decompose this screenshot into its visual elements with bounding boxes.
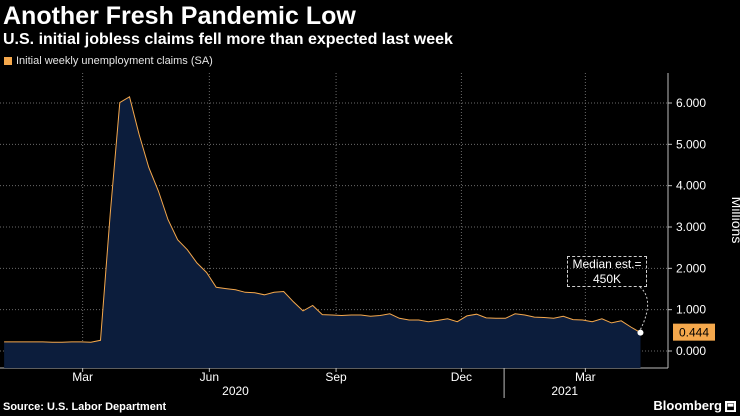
data-point bbox=[254, 292, 255, 293]
data-point bbox=[206, 272, 207, 273]
data-point bbox=[42, 341, 43, 342]
data-point bbox=[572, 319, 573, 320]
data-point bbox=[611, 322, 612, 323]
data-point bbox=[187, 249, 188, 250]
legend-swatch bbox=[4, 57, 12, 65]
data-point bbox=[582, 319, 583, 320]
x-tick-label: Sep bbox=[325, 370, 347, 384]
data-point bbox=[264, 294, 265, 295]
data-point bbox=[61, 342, 62, 343]
median-estimate-value: 450K bbox=[592, 272, 622, 286]
chart-title: Another Fresh Pandemic Low bbox=[3, 2, 356, 30]
year-label: 2020 bbox=[222, 384, 249, 398]
last-value-label: 0.444 bbox=[679, 326, 709, 340]
last-value-dot bbox=[637, 329, 644, 336]
data-point bbox=[351, 314, 352, 315]
data-point bbox=[630, 326, 631, 327]
series-line bbox=[4, 96, 641, 343]
data-point bbox=[177, 239, 178, 240]
data-point bbox=[466, 315, 467, 316]
data-point bbox=[81, 341, 82, 342]
data-point bbox=[553, 318, 554, 319]
data-point bbox=[33, 341, 34, 342]
y-axis-label: Millions bbox=[729, 197, 740, 244]
data-point bbox=[283, 291, 284, 292]
data-point bbox=[4, 341, 5, 342]
data-point bbox=[312, 305, 313, 306]
y-tick-label: 3.000 bbox=[676, 220, 706, 234]
legend: Initial weekly unemployment claims (SA) bbox=[4, 55, 213, 67]
data-point bbox=[322, 314, 323, 315]
data-point bbox=[486, 317, 487, 318]
data-point bbox=[360, 314, 361, 315]
x-tick-label: Jun bbox=[200, 370, 219, 384]
data-point bbox=[495, 318, 496, 319]
data-point bbox=[341, 315, 342, 316]
data-point bbox=[119, 102, 120, 103]
x-tick-label: Mar bbox=[72, 370, 93, 384]
data-point bbox=[293, 301, 294, 302]
data-point bbox=[563, 316, 564, 317]
data-point bbox=[110, 214, 111, 215]
data-point bbox=[90, 342, 91, 343]
annotation-leader bbox=[639, 286, 649, 330]
data-point bbox=[621, 320, 622, 321]
data-point bbox=[225, 288, 226, 289]
data-point bbox=[592, 321, 593, 322]
x-tick-label: Dec bbox=[451, 370, 472, 384]
data-point bbox=[399, 318, 400, 319]
data-point bbox=[418, 319, 419, 320]
data-point bbox=[245, 292, 246, 293]
data-point bbox=[524, 314, 525, 315]
data-point bbox=[447, 318, 448, 319]
data-point bbox=[601, 318, 602, 319]
data-point bbox=[505, 318, 506, 319]
x-tick-label: Mar bbox=[575, 370, 596, 384]
data-point bbox=[437, 320, 438, 321]
bloomberg-icon: ⬓ bbox=[725, 401, 736, 412]
y-tick-label: 4.000 bbox=[676, 179, 706, 193]
data-point bbox=[158, 190, 159, 191]
legend-label: Initial weekly unemployment claims (SA) bbox=[16, 55, 213, 67]
data-point bbox=[543, 317, 544, 318]
data-point bbox=[52, 342, 53, 343]
data-point bbox=[167, 219, 168, 220]
median-estimate-annotation: Median est.= 450K bbox=[567, 256, 647, 287]
data-point bbox=[139, 134, 140, 135]
data-point bbox=[302, 310, 303, 311]
y-tick-label: 5.000 bbox=[676, 137, 706, 151]
data-point bbox=[100, 340, 101, 341]
data-point bbox=[274, 292, 275, 293]
chart-subtitle: U.S. initial jobless claims fell more th… bbox=[3, 31, 453, 48]
data-point bbox=[129, 96, 130, 97]
data-point bbox=[331, 314, 332, 315]
y-tick-label: 2.000 bbox=[676, 261, 706, 275]
y-tick-label: 6.000 bbox=[676, 96, 706, 110]
data-point bbox=[534, 317, 535, 318]
series-area bbox=[4, 96, 641, 369]
data-point bbox=[196, 262, 197, 263]
data-point bbox=[370, 316, 371, 317]
data-point bbox=[71, 341, 72, 342]
y-tick-label: 1.000 bbox=[676, 303, 706, 317]
data-point bbox=[409, 319, 410, 320]
median-estimate-label: Median est.= bbox=[572, 257, 642, 271]
data-point bbox=[476, 314, 477, 315]
bloomberg-logo: Bloomberg bbox=[653, 398, 722, 413]
data-point bbox=[235, 289, 236, 290]
data-point bbox=[148, 167, 149, 168]
year-label: 2021 bbox=[551, 384, 578, 398]
source-text: Source: U.S. Labor Department bbox=[3, 401, 167, 413]
data-point bbox=[457, 321, 458, 322]
data-point bbox=[216, 287, 217, 288]
data-point bbox=[389, 313, 390, 314]
data-point bbox=[428, 321, 429, 322]
data-point bbox=[23, 341, 24, 342]
data-point bbox=[380, 315, 381, 316]
data-point bbox=[515, 313, 516, 314]
last-value-badge bbox=[673, 323, 715, 341]
data-point bbox=[13, 341, 14, 342]
y-tick-label: 0.000 bbox=[676, 344, 706, 358]
